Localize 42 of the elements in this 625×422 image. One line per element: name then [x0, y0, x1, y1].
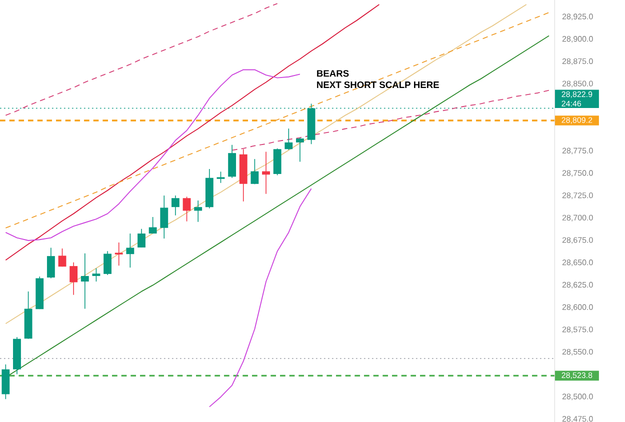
candlestick	[92, 268, 100, 282]
ref-line-label: 28,809.2	[562, 117, 592, 124]
y-tick-label: 28,550.0	[562, 348, 593, 356]
candlestick	[104, 250, 112, 276]
candlestick	[114, 242, 123, 266]
candlestick	[228, 144, 236, 178]
ref-line-label: 28,822.9	[562, 91, 592, 98]
candlestick	[182, 196, 191, 222]
y-tick-label: 28,575.0	[562, 326, 593, 334]
text: 24:46	[562, 100, 582, 106]
candlestick	[160, 195, 168, 239]
candlestick	[194, 200, 202, 222]
y-tick-label: 28,650.0	[562, 260, 593, 266]
y-tick-label: 28,725.0	[562, 192, 593, 200]
y-tick-label: 28,625.0	[562, 282, 593, 289]
y-tick-label: 28,925.0	[562, 14, 593, 20]
y-tick-label: 28,600.0	[562, 304, 593, 311]
candlestick	[250, 158, 259, 185]
candlestick	[58, 248, 66, 268]
candlestick	[296, 137, 304, 162]
y-tick-label: 28,675.0	[562, 237, 593, 244]
y-tick-label: 28,500.0	[562, 394, 593, 400]
y-tick-label: 28,900.0	[562, 36, 593, 43]
line-series	[208, 188, 312, 408]
candlestick	[262, 151, 270, 194]
ref-line-label: 28,523.8	[562, 372, 592, 379]
y-tick-label: 28,750.0	[562, 170, 593, 177]
y-tick-label: 28,700.0	[562, 214, 593, 222]
annotation: BEARS	[317, 70, 349, 77]
candlestick	[138, 228, 146, 248]
y-tick-label: 28,875.0	[562, 58, 593, 65]
candlestick	[148, 216, 157, 234]
candlestick	[171, 195, 180, 216]
candlestick	[80, 252, 89, 310]
y-tick-label: 28,775.0	[562, 148, 593, 154]
candlestick	[46, 247, 55, 279]
candlestick	[126, 233, 134, 268]
annotation: NEXT SHORT SCALP HERE	[317, 81, 439, 88]
candlestick	[284, 128, 293, 150]
y-tick-label: 28,850.0	[562, 80, 593, 88]
candlestick	[216, 171, 225, 184]
candlestick	[70, 262, 78, 296]
